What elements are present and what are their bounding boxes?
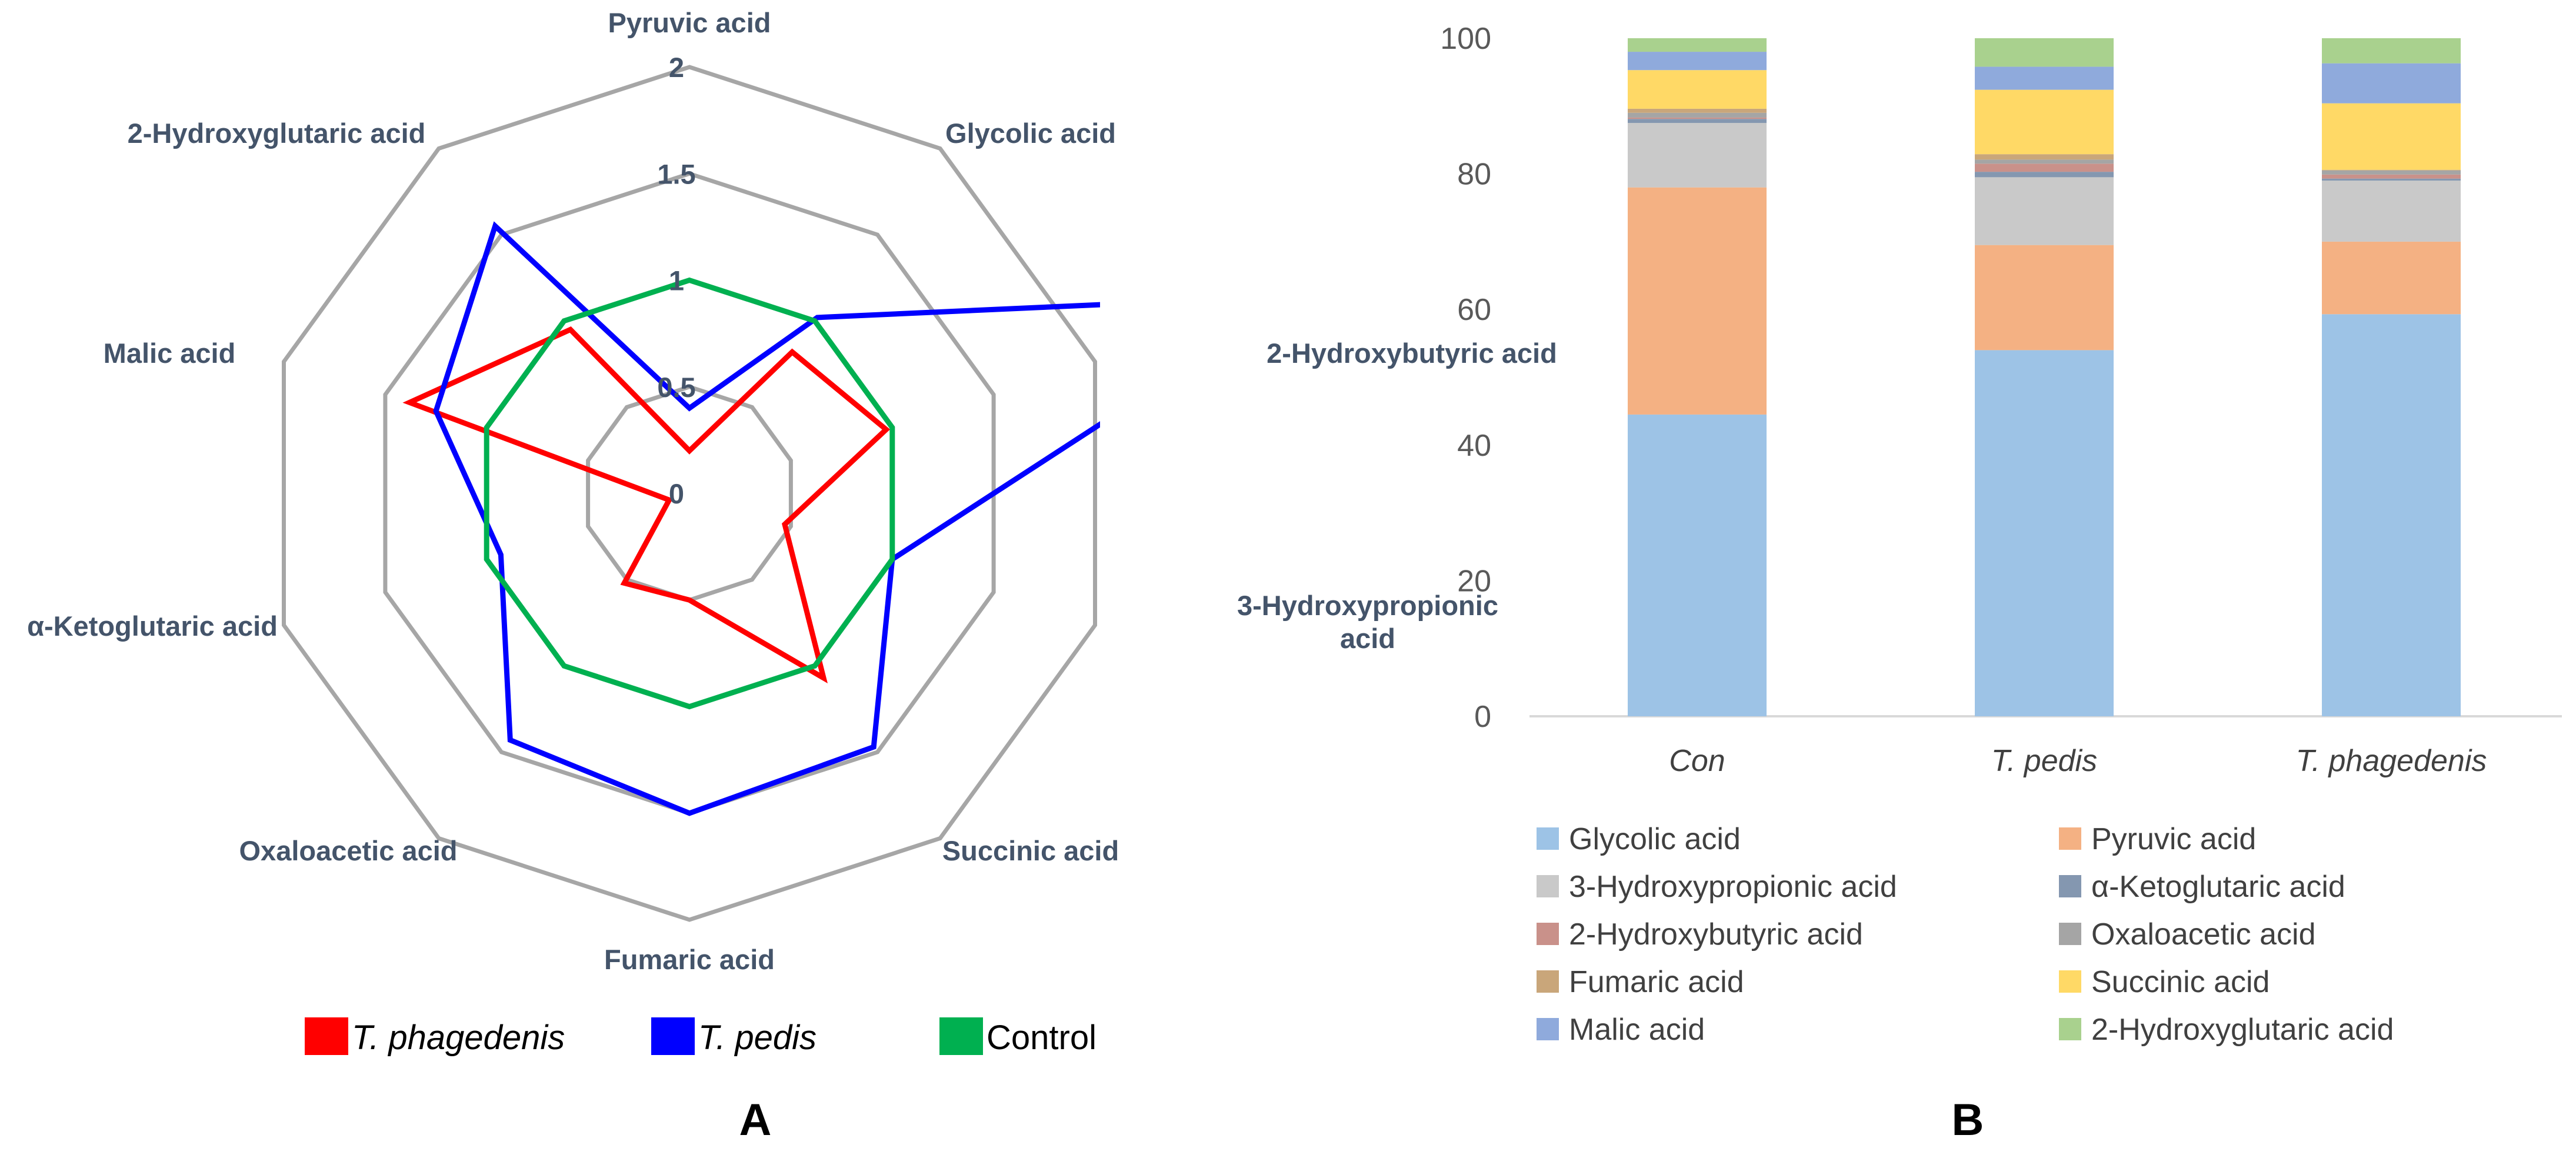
bar-category-label-t-phagedenis: T. phagedenis	[2296, 744, 2487, 778]
radar-axis-label-2-hydroxybutyric-acid: 2-Hydroxybutyric acid	[1267, 338, 1557, 369]
bar-legend-label-malic-acid: Malic acid	[1569, 1013, 1705, 1047]
bar-segment-con-ketoglutaric-acid	[1628, 119, 1767, 123]
panel-label-a: A	[739, 1095, 772, 1145]
radar-legend: T. phagedenis T. pedis Control	[305, 1017, 1097, 1057]
bar-segment-con-malic-acid	[1628, 52, 1767, 71]
bar-y-tick-label: 60	[1457, 293, 1491, 327]
bar-segment-con-3-hydroxypropionic-acid	[1628, 123, 1767, 188]
radar-series-control	[484, 277, 895, 710]
radar-axis-label-2-hydroxyglutaric-acid: 2-Hydroxyglutaric acid	[128, 118, 426, 149]
bar-legend-label-oxaloacetic-acid: Oxaloacetic acid	[2091, 917, 2316, 952]
legend-label-t-phagedenis: T. phagedenis	[352, 1019, 565, 1057]
radar-axis-label-succinic-acid: Succinic acid	[942, 835, 1119, 866]
bar-segment-t-phagedenis-oxaloacetic-acid	[2322, 170, 2461, 175]
bar-segment-t-phagedenis-2-hydroxyglutaric-acid	[2322, 38, 2461, 64]
bar-y-tick-label: 20	[1457, 564, 1491, 598]
bar-legend-swatch-oxaloacetic-acid	[2059, 923, 2081, 945]
legend-swatch-t-pedis	[651, 1017, 695, 1055]
bar-segment-t-pedis-pyruvic-acid	[1975, 245, 2114, 350]
bar-segment-t-phagedenis-fumaric-acid	[2322, 169, 2461, 171]
bar-segment-t-phagedenis-succinic-acid	[2322, 103, 2461, 170]
bar-segment-t-pedis-fumaric-acid	[1975, 154, 2114, 160]
legend-swatch-t-phagedenis	[305, 1017, 348, 1055]
radar-tick-label: 0.5	[657, 372, 695, 403]
radar-series-t-pedis	[433, 221, 1100, 816]
legend-label-t-pedis: T. pedis	[698, 1019, 817, 1057]
bar-segment-t-pedis-ketoglutaric-acid	[1975, 172, 2114, 178]
bar-legend-label-fumaric-acid: Fumaric acid	[1569, 965, 1744, 999]
panel-label-b: B	[1952, 1095, 1984, 1145]
bar-legend-swatch-malic-acid	[1537, 1018, 1559, 1040]
bar-y-tick-label: 80	[1457, 158, 1491, 192]
radar-tick-label: 1	[669, 265, 684, 296]
radar-tick-label: 0	[669, 478, 684, 509]
bar-category-label-con: Con	[1669, 744, 1725, 778]
bar-segment-t-pedis-glycolic-acid	[1975, 350, 2114, 716]
bar-segment-t-phagedenis-pyruvic-acid	[2322, 241, 2461, 315]
bar-legend-swatch-succinic-acid	[2059, 970, 2081, 993]
bar-segment-con-2-hydroxybutyric-acid	[1628, 117, 1767, 119]
bar-segment-con-oxaloacetic-acid	[1628, 112, 1767, 118]
bar-legend-swatch-2-hydroxybutyric-acid	[1537, 923, 1559, 945]
bar-legend-swatch-glycolic-acid	[1537, 827, 1559, 850]
bar-legend-label-pyruvic-acid: Pyruvic acid	[2091, 822, 2256, 856]
radar-tick-label: 1.5	[657, 158, 695, 189]
legend-label-control: Control	[987, 1019, 1097, 1057]
bar-category-label-t-pedis: T. pedis	[1991, 744, 2097, 778]
radar-axis-label-fumaric-acid: Fumaric acid	[604, 944, 775, 975]
bar-legend-swatch-pyruvic-acid	[2059, 827, 2081, 850]
radar-series-t-phagedenis	[402, 326, 891, 684]
bar-segment-t-pedis-3-hydroxypropionic-acid	[1975, 177, 2114, 245]
bar-legend-label-2-hydroxyglutaric-acid: 2-Hydroxyglutaric acid	[2091, 1013, 2394, 1047]
bar-legend-swatch-ketoglutaric-acid	[2059, 875, 2081, 897]
bar-legend-label-glycolic-acid: Glycolic acid	[1569, 822, 1741, 856]
bar-legend: Glycolic acid Pyruvic acid 3-Hydroxypropio…	[1537, 822, 2394, 1047]
radar-tick-label: 2	[669, 52, 684, 83]
bar-legend-swatch-3-hydroxypropionic-acid	[1537, 875, 1559, 897]
bar-y-tick-label: 0	[1474, 700, 1491, 734]
bar-legend-label-ketoglutaric-acid: α-Ketoglutaric acid	[2091, 870, 2345, 904]
bar-segment-con-succinic-acid	[1628, 70, 1767, 109]
radar-axis-label-glycolic-acid: Glycolic acid	[945, 118, 1116, 149]
bar-legend-label-3-hydroxypropionic-acid: 3-Hydroxypropionic acid	[1569, 870, 1897, 904]
bar-segment-con-pyruvic-acid	[1628, 187, 1767, 415]
stacked-bar-chart: 0 20 40 60 80 100 Con T. pedis T. phagedenis	[1440, 22, 2562, 778]
bar-segment-t-pedis-oxaloacetic-acid	[1975, 159, 2114, 164]
radar-axis-label-pyruvic-acid: Pyruvic acid	[608, 7, 771, 38]
bar-segment-t-phagedenis-3-hydroxypropionic-acid	[2322, 181, 2461, 242]
radar-axis-label-oxaloacetic-acid: Oxaloacetic acid	[239, 835, 458, 866]
radar-grid-ring	[586, 385, 793, 602]
bar-segment-t-phagedenis-ketoglutaric-acid	[2322, 178, 2461, 181]
radar-axis-label-ketoglutaric-acid: α-Ketoglutaric acid	[27, 610, 278, 642]
bar-segment-t-phagedenis-glycolic-acid	[2322, 314, 2461, 716]
radar-axis-label-malic-acid: Malic acid	[104, 338, 236, 369]
bar-segment-t-pedis-malic-acid	[1975, 66, 2114, 90]
bar-segment-t-pedis-2-hydroxyglutaric-acid	[1975, 38, 2114, 67]
bar-segment-t-pedis-2-hydroxybutyric-acid	[1975, 163, 2114, 172]
radar-axis-label-3-hydroxypropionic-acid: 3-Hydroxypropionic acid	[1237, 590, 1498, 654]
bar-segment-t-phagedenis-malic-acid	[2322, 63, 2461, 104]
bar-legend-label-succinic-acid: Succinic acid	[2091, 965, 2270, 999]
legend-swatch-control	[939, 1017, 983, 1055]
bar-segment-t-phagedenis-2-hydroxybutyric-acid	[2322, 174, 2461, 179]
bar-legend-swatch-fumaric-acid	[1537, 970, 1559, 993]
bar-legend-label-2-hydroxybutyric-acid: 2-Hydroxybutyric acid	[1569, 917, 1863, 952]
bar-segment-con-glycolic-acid	[1628, 414, 1767, 716]
radar-grid-ring	[282, 65, 1097, 922]
radar-chart: 0 0.5 1 1.5 2 Pyruvic acid Glycolic acid 2-Hydr…	[27, 7, 1557, 975]
bar-y-tick-label: 40	[1457, 429, 1491, 463]
bar-segment-con-2-hydroxyglutaric-acid	[1628, 38, 1767, 52]
bar-y-tick-label: 100	[1440, 22, 1491, 56]
radar-grid-ring	[383, 171, 996, 816]
bar-segment-t-pedis-succinic-acid	[1975, 89, 2114, 155]
bar-segment-con-fumaric-acid	[1628, 108, 1767, 113]
bar-legend-swatch-2-hydroxyglutaric-acid	[2059, 1018, 2081, 1040]
